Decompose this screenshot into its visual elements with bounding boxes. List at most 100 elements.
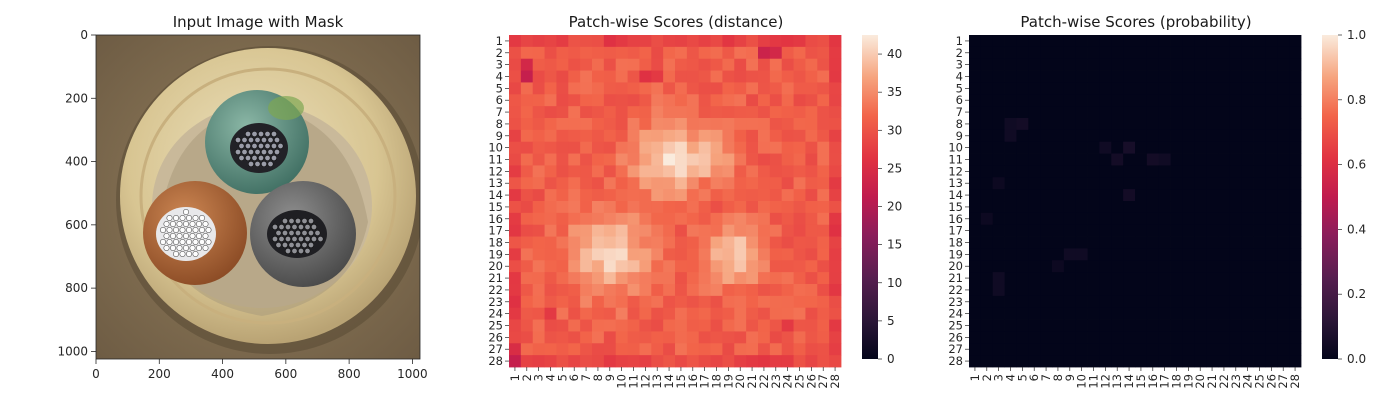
heatmap-cell: [1052, 94, 1065, 107]
heatmap-cell: [663, 260, 676, 273]
heatmap-cell: [520, 307, 534, 320]
heatmap-cell: [520, 295, 534, 309]
heatmap-cell: [829, 35, 842, 48]
heatmap-cell: [969, 35, 982, 48]
heatmap-cell: [686, 331, 700, 344]
heatmap-cell: [817, 343, 830, 356]
heatmap-cell: [1218, 35, 1231, 48]
heatmap-cell: [651, 284, 664, 297]
heatmap-cell: [639, 153, 652, 166]
heatmap-cell: [556, 224, 569, 237]
heatmap-cell: [1075, 35, 1088, 48]
heatmap-cell: [1206, 260, 1219, 273]
heatmap-cell: [1194, 189, 1207, 202]
wire-strand: [183, 221, 190, 228]
heatmap-cell: [544, 201, 557, 214]
heatmap-cell: [1158, 70, 1171, 83]
heatmap-cell: [992, 118, 1005, 131]
wire-strand: [192, 239, 199, 246]
heatmap-cell: [686, 212, 700, 226]
heatmap-cell: [829, 94, 842, 107]
wire-strand: [284, 248, 291, 255]
heatmap-cell: [1028, 189, 1041, 202]
heatmap-cell: [520, 189, 534, 202]
heatmap-cell: [509, 141, 522, 154]
heatmap-cell: [769, 260, 783, 273]
heatmap-cell: [532, 129, 545, 143]
heatmap-cell: [1052, 141, 1065, 154]
heatmap-cell: [1135, 35, 1148, 48]
heatmap-cell: [1289, 189, 1302, 202]
heatmap-cell: [1146, 118, 1160, 131]
heatmap-cell: [1087, 212, 1100, 226]
wire-strand: [291, 248, 298, 255]
heatmap-cell: [1182, 343, 1195, 356]
heatmap-cell: [1146, 224, 1160, 237]
heatmap-cell: [686, 177, 700, 190]
heatmap-cell: [793, 46, 806, 60]
heatmap-cell: [769, 307, 783, 320]
heatmap-cell: [969, 58, 982, 71]
heatmap-cell: [758, 106, 771, 119]
x-tick-label: 18: [710, 374, 724, 389]
heatmap-cell: [1170, 212, 1183, 226]
heatmap-cell: [980, 177, 994, 190]
heatmap-cell: [793, 236, 806, 249]
x-tick-label: 2: [520, 374, 534, 381]
heatmap-cell: [568, 224, 581, 237]
y-tick-label: 12: [948, 164, 963, 178]
heatmap-cell: [793, 284, 806, 297]
heatmap-cell: [992, 106, 1005, 119]
heatmap-cell: [1028, 58, 1041, 71]
heatmap-cell: [1265, 248, 1278, 261]
heatmap-cell: [1229, 272, 1243, 285]
wire-strand: [160, 227, 167, 234]
heatmap-cell: [1087, 248, 1100, 261]
heatmap-cell: [1028, 94, 1041, 107]
heatmap-cell: [663, 153, 676, 166]
heatmap-cell: [722, 272, 735, 285]
heatmap-cell: [698, 319, 711, 332]
heatmap-cell: [769, 118, 783, 131]
heatmap-cell: [746, 284, 759, 297]
x-tick-label: 19: [721, 374, 735, 389]
heatmap-cell: [639, 58, 652, 71]
heatmap-cell: [1075, 331, 1088, 344]
heatmap-cell: [627, 118, 640, 131]
heatmap-cell: [627, 94, 640, 107]
wire-strand: [270, 131, 277, 138]
heatmap-cell: [1158, 248, 1171, 261]
heatmap-cell: [969, 248, 982, 261]
heatmap-cell: [663, 212, 676, 226]
wire-strand: [199, 215, 206, 222]
heatmap-cell: [627, 319, 640, 332]
heatmap-cell: [592, 343, 605, 356]
heatmap-cell: [592, 106, 605, 119]
heatmap-cell: [663, 46, 676, 60]
heatmap-cell: [769, 236, 783, 249]
heatmap-cell: [710, 307, 723, 320]
wire-strand: [248, 149, 255, 156]
y-tick-label: 18: [948, 236, 963, 250]
y-tick-label: 7: [956, 105, 963, 119]
heatmap-cell: [1075, 153, 1088, 166]
x-tick-label: 16: [686, 374, 700, 389]
heatmap-cell: [980, 201, 994, 214]
heatmap-cell: [969, 165, 982, 178]
heatmap-cell: [520, 35, 534, 48]
heatmap-cell: [1229, 94, 1243, 107]
heatmap-cell: [1146, 201, 1160, 214]
heatmap-cell: [722, 295, 735, 309]
heatmap-cell: [1146, 343, 1160, 356]
heatmap-cell: [746, 272, 759, 285]
heatmap-cell: [698, 70, 711, 83]
heatmap-cell: [675, 248, 688, 261]
heatmap-cell: [1241, 331, 1254, 344]
heatmap-cell: [1099, 94, 1112, 107]
x-tick-label: 2: [980, 374, 994, 381]
heatmap-cell: [734, 82, 747, 95]
heatmap-cell: [580, 70, 593, 83]
heatmap-cell: [1087, 272, 1100, 285]
heatmap-cell: [580, 58, 593, 71]
